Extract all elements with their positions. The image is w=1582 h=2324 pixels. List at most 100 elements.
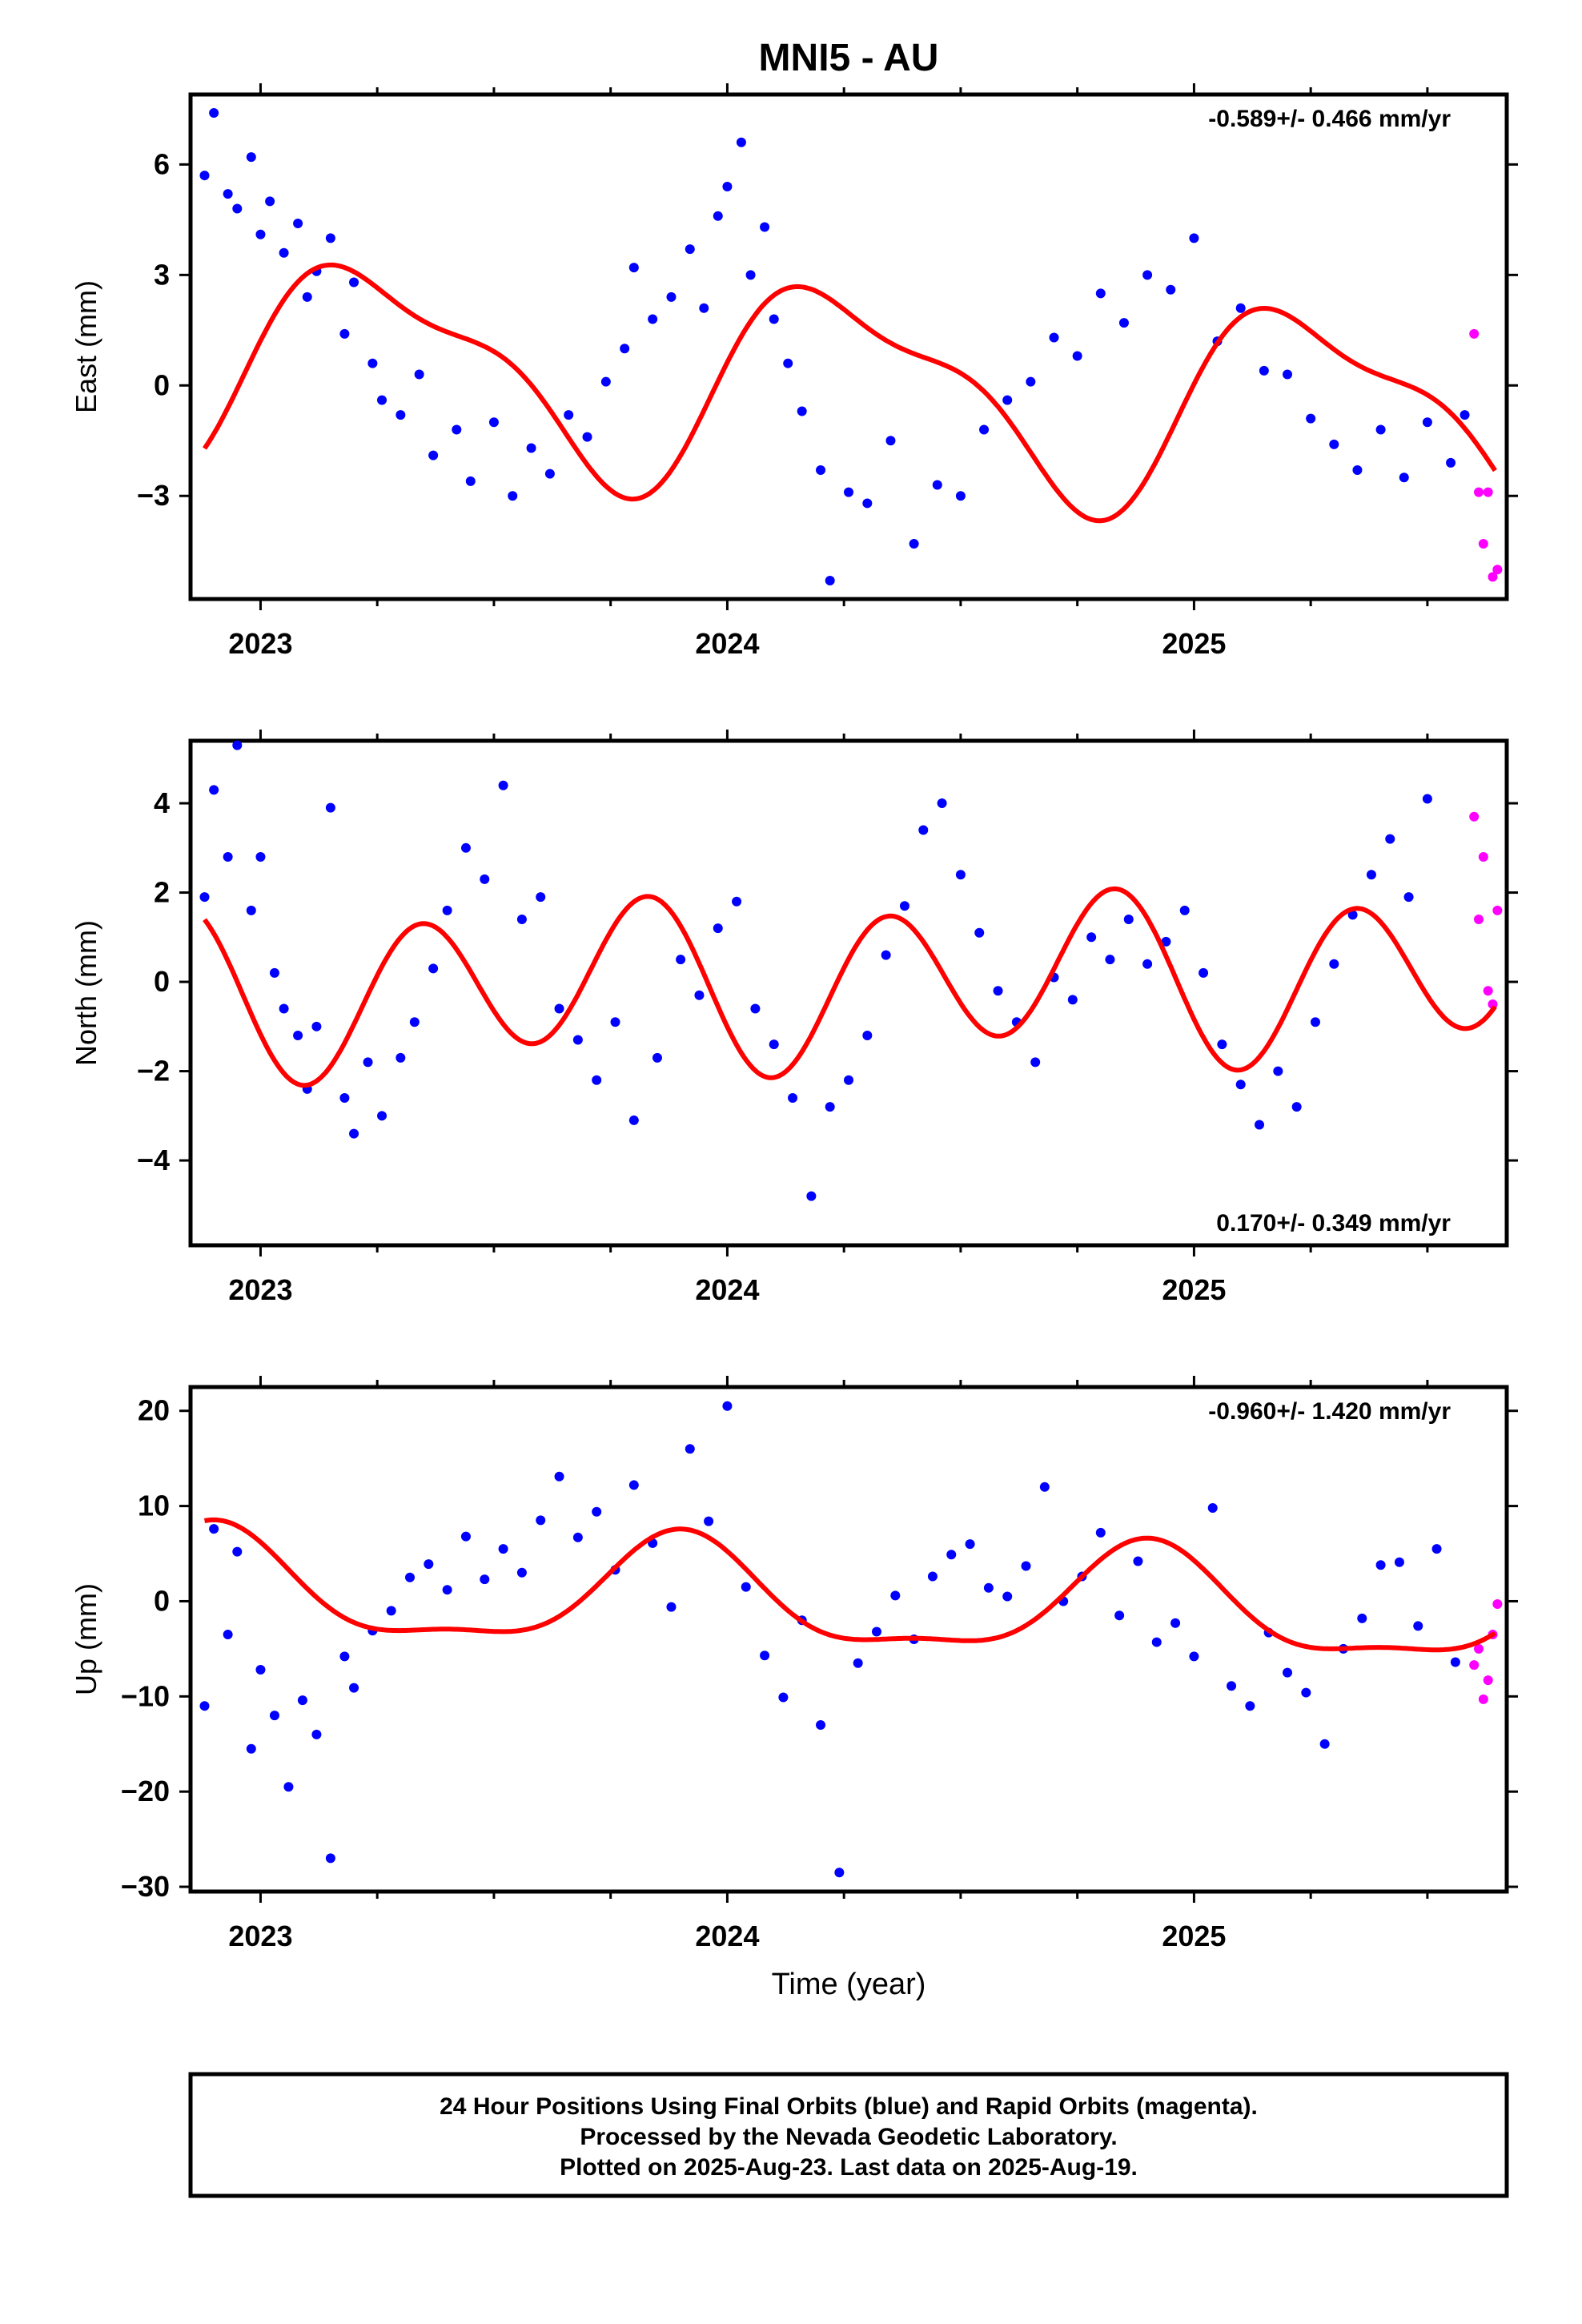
final-orbit-point xyxy=(1431,1544,1442,1554)
final-orbit-point xyxy=(797,406,807,416)
final-orbit-point xyxy=(1422,794,1432,804)
final-orbit-point xyxy=(778,1692,789,1703)
final-orbit-point xyxy=(209,785,219,795)
final-orbit-point xyxy=(554,1003,564,1014)
final-orbit-point xyxy=(255,229,266,239)
final-orbit-point xyxy=(349,1128,359,1139)
final-orbit-point xyxy=(363,1057,373,1068)
final-orbit-point xyxy=(1375,1560,1386,1570)
final-orbit-point xyxy=(1422,417,1432,428)
final-orbit-point xyxy=(806,1191,817,1201)
final-orbit-point xyxy=(349,1683,359,1693)
final-orbit-point xyxy=(1306,413,1316,424)
final-orbit-point xyxy=(862,498,873,509)
rapid-orbit-point xyxy=(1474,1643,1484,1654)
final-orbit-point xyxy=(1166,284,1176,295)
final-orbit-point xyxy=(508,491,518,501)
final-orbit-point xyxy=(396,410,406,420)
final-orbit-point xyxy=(760,222,770,232)
final-orbit-point xyxy=(1142,959,1153,969)
final-orbit-point xyxy=(699,303,709,313)
final-orbit-point xyxy=(862,1030,873,1040)
final-orbit-point xyxy=(1235,303,1246,313)
final-orbit-point xyxy=(1133,1556,1143,1566)
final-orbit-point xyxy=(783,358,793,368)
final-orbit-point xyxy=(769,314,779,324)
final-orbit-point xyxy=(1002,395,1013,405)
x-axis-label: Time (year) xyxy=(772,1968,926,2001)
final-orbit-point xyxy=(302,292,312,302)
rapid-orbit-point xyxy=(1483,986,1493,996)
final-orbit-point xyxy=(325,802,335,813)
final-orbit-point xyxy=(871,1626,881,1637)
final-orbit-point xyxy=(1255,1120,1265,1130)
final-orbit-point xyxy=(745,270,756,280)
chart-title: MNI5 - AU xyxy=(759,37,939,79)
final-orbit-point xyxy=(1217,1039,1227,1050)
final-orbit-point xyxy=(544,468,555,479)
final-orbit-point xyxy=(1067,995,1078,1005)
final-orbit-point xyxy=(825,576,835,586)
final-orbit-point xyxy=(1189,1651,1199,1662)
final-orbit-point xyxy=(974,927,985,938)
x-tick-label: 2023 xyxy=(228,1273,292,1306)
final-orbit-point xyxy=(1072,351,1082,361)
panel-2: 20 10 0 −10 −20 −30 2023 2024 2025 Up (mm) -0.960+… xyxy=(70,1376,1518,1952)
footer-line-3: Plotted on 2025-Aug-23. Last data on 202… xyxy=(560,2154,1138,2181)
final-orbit-point xyxy=(713,923,723,934)
final-orbit-point xyxy=(946,1550,957,1560)
rapid-orbit-point xyxy=(1474,915,1484,925)
final-orbit-point xyxy=(1123,915,1134,925)
final-orbit-point xyxy=(666,1602,677,1612)
final-orbit-point xyxy=(1026,376,1036,387)
panel-0: 6 3 0 −3 2023 2024 2025 East (mm) -0.589+/- 0.46… xyxy=(70,83,1518,660)
final-orbit-point xyxy=(1030,1057,1041,1068)
final-orbit-point xyxy=(628,263,639,273)
final-orbit-point xyxy=(424,1559,434,1570)
y-tick-label: −20 xyxy=(121,1775,170,1807)
rapid-orbit-point xyxy=(1474,487,1484,497)
final-orbit-point xyxy=(572,1035,583,1045)
final-orbit-point xyxy=(1347,910,1358,920)
final-orbit-point xyxy=(1399,472,1409,483)
rate-annotation: -0.589+/- 0.466 mm/yr xyxy=(1208,106,1451,132)
final-orbit-point xyxy=(890,1590,901,1601)
final-orbit-point xyxy=(1114,1610,1125,1621)
final-orbit-point xyxy=(685,1444,695,1454)
final-orbit-point xyxy=(1291,1102,1302,1112)
final-orbit-point xyxy=(685,244,695,255)
final-orbit-point xyxy=(536,1515,546,1526)
final-orbit-point xyxy=(648,314,658,324)
rapid-orbit-point xyxy=(1469,328,1480,339)
final-orbit-point xyxy=(1259,365,1269,376)
final-orbit-point xyxy=(428,450,439,460)
final-orbit-point xyxy=(881,950,891,960)
final-orbit-point xyxy=(816,1719,826,1730)
final-orbit-point xyxy=(1086,932,1097,943)
final-orbit-point xyxy=(1235,1080,1246,1090)
final-orbit-point xyxy=(1039,1482,1050,1492)
y-tick-label: 0 xyxy=(154,1584,170,1617)
final-orbit-point xyxy=(442,905,452,915)
final-orbit-point xyxy=(428,963,439,974)
x-tick-label: 2024 xyxy=(695,1273,759,1306)
rapid-orbit-point xyxy=(1478,1694,1488,1704)
final-orbit-point xyxy=(232,203,243,214)
final-orbit-point xyxy=(788,1093,798,1104)
final-orbit-point xyxy=(918,825,929,835)
final-orbit-point xyxy=(825,1102,835,1112)
y-tick-label: −30 xyxy=(121,1870,170,1903)
final-orbit-point xyxy=(452,424,462,435)
final-orbit-point xyxy=(1329,959,1339,969)
rapid-orbit-point xyxy=(1488,999,1498,1009)
final-orbit-point xyxy=(232,740,243,750)
final-orbit-point xyxy=(704,1516,714,1526)
final-orbit-point xyxy=(377,1111,387,1121)
final-orbit-point xyxy=(564,410,574,420)
y-tick-label: −4 xyxy=(137,1144,170,1176)
final-orbit-point xyxy=(1161,936,1171,947)
final-orbit-point xyxy=(760,1651,770,1661)
rapid-orbit-point xyxy=(1483,1675,1493,1686)
final-orbit-point xyxy=(722,1401,733,1411)
